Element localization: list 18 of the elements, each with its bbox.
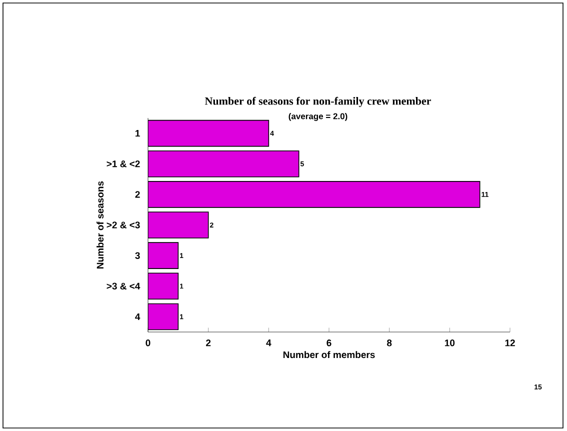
x-tick-label: 2 (206, 340, 211, 346)
x-tick-label: 4 (266, 340, 272, 346)
x-axis-title: Number of members (283, 351, 375, 358)
chart-title: Number of seasons for non-family crew member (204, 96, 431, 108)
chart-subtitle: (average = 2.0) (288, 113, 348, 121)
x-tick-label: 12 (505, 340, 515, 346)
y-tick-label: >3 & <4 (106, 282, 140, 290)
x-tick-label: 10 (444, 340, 455, 346)
y-tick-label: >2 & <3 (106, 222, 140, 228)
y-tick-label: >1 & <2 (106, 160, 140, 168)
y-tick-label: 4 (135, 313, 140, 320)
y-tick-label: 1 (136, 130, 140, 137)
y-axis-title: Number of seasons (96, 181, 104, 268)
y-tick-label: 3 (135, 252, 140, 259)
x-tick-label: 0 (146, 340, 150, 346)
x-tick-label: 8 (386, 340, 392, 346)
x-tick-label: 6 (326, 340, 332, 346)
y-tick-label: 2 (135, 191, 140, 198)
